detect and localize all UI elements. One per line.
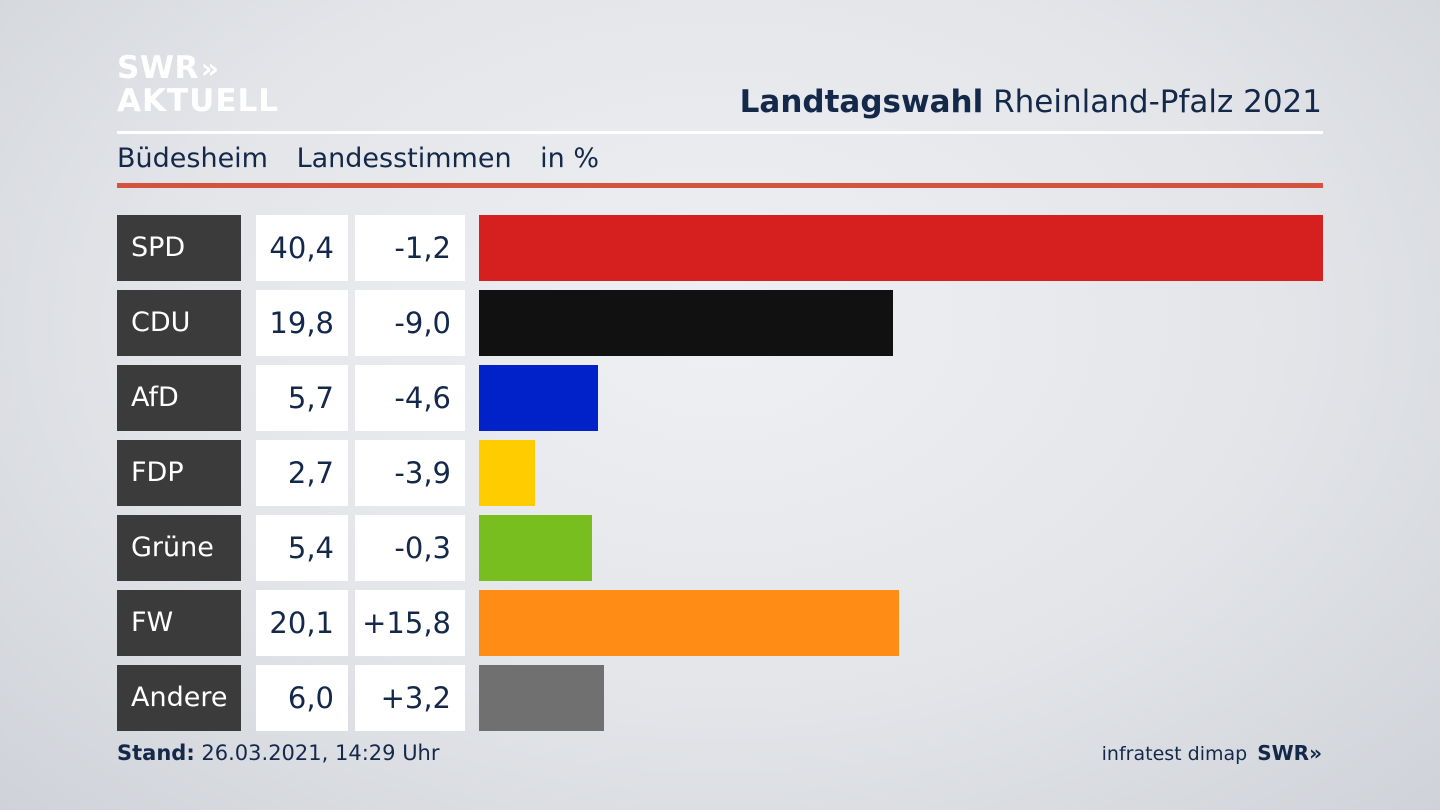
vote-change-value: -9,0 xyxy=(355,290,465,356)
party-label: CDU xyxy=(117,290,241,356)
subtitle-vote-type: Landesstimmen xyxy=(296,143,512,174)
row-afd: AfD 5,7 -4,6 xyxy=(117,365,1323,431)
vote-change-value: -1,2 xyxy=(355,215,465,281)
footer-swr-logo: SWR» xyxy=(1257,741,1322,765)
bar-cdu xyxy=(479,290,893,356)
party-label: Grüne xyxy=(117,515,241,581)
footer-chevron-icon: » xyxy=(1309,741,1322,765)
title-bold: Landtagswahl xyxy=(739,84,984,120)
bar-spd xyxy=(479,215,1323,281)
vote-change-value: -4,6 xyxy=(355,365,465,431)
logo-swr: SWR xyxy=(117,50,199,86)
party-label: FW xyxy=(117,590,241,656)
bar-grüne xyxy=(479,515,592,581)
party-label: FDP xyxy=(117,440,241,506)
footer-swr-text: SWR xyxy=(1257,741,1310,765)
subtitle-unit: in % xyxy=(540,143,600,174)
timestamp: Stand: 26.03.2021, 14:29 Uhr xyxy=(117,741,440,765)
vote-share-value: 5,7 xyxy=(256,365,348,431)
vote-change-value: +3,2 xyxy=(355,665,465,731)
bar-andere xyxy=(479,665,605,731)
page-title: Landtagswahl Rheinland-Pfalz 2021 xyxy=(740,84,1322,120)
vote-share-value: 40,4 xyxy=(256,215,348,281)
row-spd: SPD 40,4 -1,2 xyxy=(117,215,1323,281)
header-divider xyxy=(117,131,1323,134)
row-andere: Andere 6,0 +3,2 xyxy=(117,665,1323,731)
stand-value: 26.03.2021, 14:29 Uhr xyxy=(201,741,440,765)
chart-subtitle: Büdesheim Landesstimmen in % xyxy=(117,143,619,174)
vote-share-value: 6,0 xyxy=(256,665,348,731)
vote-share-value: 5,4 xyxy=(256,515,348,581)
row-fw: FW 20,1 +15,8 xyxy=(117,590,1323,656)
vote-share-value: 19,8 xyxy=(256,290,348,356)
bar-afd xyxy=(479,365,599,431)
bar-fdp xyxy=(479,440,536,506)
vote-change-value: +15,8 xyxy=(355,590,465,656)
vote-change-value: -0,3 xyxy=(355,515,465,581)
stand-label: Stand: xyxy=(117,741,195,765)
logo-chevron-icon: » xyxy=(200,52,219,85)
bar-fw xyxy=(479,590,899,656)
vote-change-value: -3,9 xyxy=(355,440,465,506)
party-label: AfD xyxy=(117,365,241,431)
row-fdp: FDP 2,7 -3,9 xyxy=(117,440,1323,506)
vote-share-value: 2,7 xyxy=(256,440,348,506)
accent-divider xyxy=(117,183,1323,188)
logo-aktuell: AKTUELL xyxy=(117,83,280,119)
swr-aktuell-logo: SWR» AKTUELL xyxy=(117,52,279,117)
party-label: SPD xyxy=(117,215,241,281)
row-grüne: Grüne 5,4 -0,3 xyxy=(117,515,1323,581)
vote-share-value: 20,1 xyxy=(256,590,348,656)
source-text: infratest dimap xyxy=(1101,743,1248,765)
row-cdu: CDU 19,8 -9,0 xyxy=(117,290,1323,356)
party-label: Andere xyxy=(117,665,241,731)
title-rest: Rheinland-Pfalz 2021 xyxy=(993,84,1322,120)
subtitle-place: Büdesheim xyxy=(117,143,268,174)
source-credit: infratest dimap SWR» xyxy=(1102,741,1322,765)
